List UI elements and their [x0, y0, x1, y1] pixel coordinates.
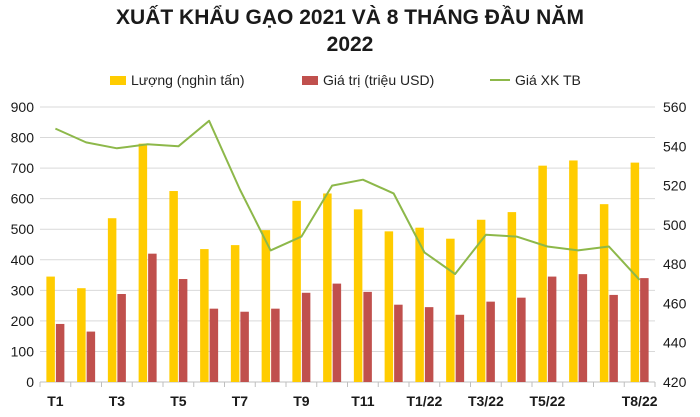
bar-volume — [507, 212, 517, 382]
bar-value — [578, 274, 588, 382]
legend-label-price: Giá XK TB — [515, 72, 581, 88]
y-right-tick-label: 540 — [663, 138, 687, 154]
x-tick-label: T3 — [109, 393, 126, 409]
y-left-tick-label: 200 — [11, 313, 35, 329]
legend-label-volume: Lượng (nghìn tấn) — [131, 72, 245, 88]
bar-volume — [446, 238, 455, 382]
y-right-tick-label: 500 — [663, 217, 687, 233]
bar-volume — [476, 219, 486, 382]
x-tick-label: T11 — [351, 393, 375, 409]
chart-title-line-2: 2022 — [326, 33, 374, 56]
bar-volume — [292, 200, 301, 382]
x-tick-label: T7 — [232, 393, 249, 409]
bar-value — [301, 292, 311, 382]
bar-value — [424, 307, 434, 382]
bar-volume — [261, 230, 271, 382]
chart-legend: Lượng (nghìn tấn) Giá trị (triệu USD) Gi… — [0, 70, 700, 90]
legend-item-volume: Lượng (nghìn tấn) — [110, 70, 245, 90]
bar-volume — [538, 165, 547, 382]
bar-volume — [630, 162, 640, 382]
y-left-tick-label: 300 — [11, 282, 35, 298]
bar-volume — [46, 276, 55, 382]
bar-value — [240, 311, 249, 382]
bar-value — [271, 308, 280, 382]
y-left-tick-label: 500 — [11, 221, 35, 237]
line-price — [54, 119, 641, 281]
bar-volume — [384, 231, 394, 382]
x-tick-label: T9 — [293, 393, 310, 409]
bar-value — [609, 294, 618, 382]
y-right-tick-label: 420 — [663, 374, 687, 390]
x-tick-label: T1/22 — [406, 393, 442, 409]
bar-value — [86, 331, 96, 382]
bar-value — [117, 294, 126, 382]
bar-volume — [230, 245, 240, 382]
bar-value — [209, 308, 219, 382]
y-left-tick-label: 600 — [11, 191, 35, 207]
y-left-tick-label: 800 — [11, 130, 35, 146]
bar-value — [394, 304, 403, 382]
legend-label-value: Giá trị (triệu USD) — [323, 72, 435, 88]
x-tick-label: T1 — [47, 393, 64, 409]
bar-value — [55, 323, 65, 382]
legend-swatch-value — [302, 75, 318, 85]
bar-volume — [138, 143, 148, 382]
x-tick-label: T5/22 — [529, 393, 565, 409]
legend-item-price: Giá XK TB — [490, 70, 581, 90]
y-left-tick-label: 0 — [26, 374, 34, 390]
bar-value — [148, 253, 157, 382]
chart-title-line-1: XUẤT KHẨU GẠO 2021 VÀ 8 THÁNG ĐẦU NĂM — [116, 6, 584, 29]
bar-volume — [77, 288, 86, 382]
bar-value — [178, 279, 188, 382]
y-left-tick-label: 100 — [11, 343, 35, 359]
x-tick-label: T5 — [170, 393, 187, 409]
bar-value — [486, 301, 495, 382]
bar-volume — [107, 218, 117, 382]
y-right-tick-label: 560 — [663, 99, 687, 115]
bar-volume — [415, 227, 424, 382]
chart-title: XUẤT KHẨU GẠO 2021 VÀ 8 THÁNG ĐẦU NĂM 20… — [0, 4, 700, 58]
bar-value — [332, 283, 342, 382]
bar-volume — [200, 249, 209, 382]
x-tick-label: T3/22 — [468, 393, 504, 409]
y-right-tick-label: 440 — [663, 335, 687, 351]
bar-volume — [599, 204, 609, 382]
y-left-tick-label: 900 — [11, 99, 35, 115]
bar-volume — [353, 209, 363, 382]
bar-volume — [323, 193, 332, 382]
y-right-tick-label: 520 — [663, 178, 687, 194]
y-right-tick-label: 480 — [663, 256, 687, 272]
bar-volume — [569, 160, 578, 382]
legend-swatch-volume — [110, 75, 126, 85]
legend-item-value: Giá trị (triệu USD) — [302, 70, 434, 90]
x-tick-label: T8/22 — [622, 393, 658, 409]
y-left-tick-label: 700 — [11, 160, 35, 176]
y-left-tick-label: 400 — [11, 252, 35, 268]
bar-value — [455, 314, 465, 382]
legend-swatch-price — [490, 79, 510, 81]
bar-volume — [169, 191, 178, 382]
bar-value — [517, 297, 526, 382]
bar-value — [547, 276, 557, 382]
bar-value — [640, 278, 649, 382]
y-right-tick-label: 460 — [663, 295, 687, 311]
bar-value — [363, 291, 372, 382]
